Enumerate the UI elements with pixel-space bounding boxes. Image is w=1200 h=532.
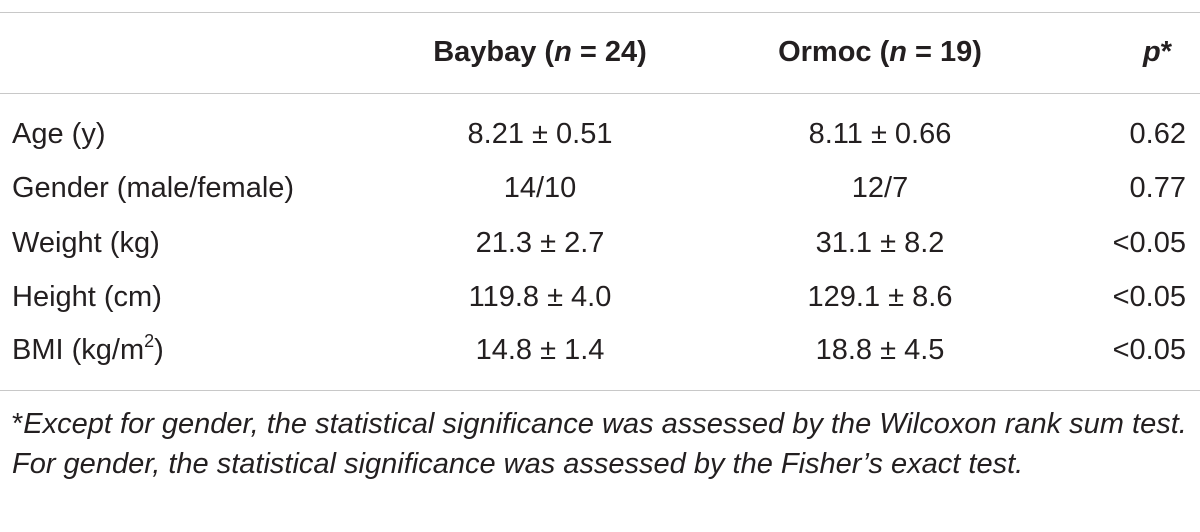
footnote-text: Except for gender, the statistical signi… — [12, 408, 1187, 480]
header-text: Baybay ( — [433, 36, 555, 68]
header-text: = 24) — [571, 36, 647, 68]
cell: 12/7 — [851, 172, 909, 204]
header-cell: p* — [1143, 34, 1172, 70]
header-text: n — [554, 36, 572, 68]
superscript: 2 — [144, 331, 155, 351]
cell: 0.77 — [1129, 172, 1186, 204]
header-text: Ormoc ( — [778, 36, 890, 68]
cell: 8.21 ± 0.51 — [467, 118, 613, 150]
cell: 14/10 — [503, 172, 577, 204]
header-rule — [0, 93, 1200, 94]
cell: <0.05 — [1112, 227, 1186, 259]
cell: 31.1 ± 8.2 — [815, 227, 945, 259]
cell: 0.62 — [1129, 118, 1186, 150]
row-label-text: ) — [154, 334, 164, 366]
row-label-text: BMI (kg/m — [12, 334, 145, 366]
header-text: p — [1142, 36, 1161, 68]
cell: 8.11 ± 0.66 — [808, 118, 952, 150]
row-label: Age (y) — [12, 118, 106, 150]
cell: 14.8 ± 1.4 — [475, 334, 605, 366]
header-text: = 19) — [906, 36, 982, 68]
footnote-mark: * — [12, 408, 24, 440]
row-label: Height (cm) — [12, 281, 162, 313]
header-cell: Ormoc (n = 19) — [730, 34, 1030, 70]
cell: 119.8 ± 4.0 — [468, 281, 612, 313]
row-label: Gender (male/female) — [12, 172, 295, 204]
bottom-rule — [0, 390, 1200, 391]
top-rule — [0, 12, 1200, 13]
row-label: BMI (kg/m2) — [12, 332, 164, 368]
row-label: Weight (kg) — [12, 227, 160, 259]
footnote: *Except for gender, the statistical sign… — [12, 404, 1190, 484]
header-text: * — [1160, 36, 1172, 68]
header-cell: Baybay (n = 24) — [390, 34, 690, 70]
header-text: n — [889, 36, 907, 68]
cell: 18.8 ± 4.5 — [815, 334, 945, 366]
cell: <0.05 — [1112, 281, 1186, 313]
cell: 21.3 ± 2.7 — [475, 227, 605, 259]
cell: 129.1 ± 8.6 — [807, 281, 953, 313]
cell: <0.05 — [1112, 334, 1186, 366]
